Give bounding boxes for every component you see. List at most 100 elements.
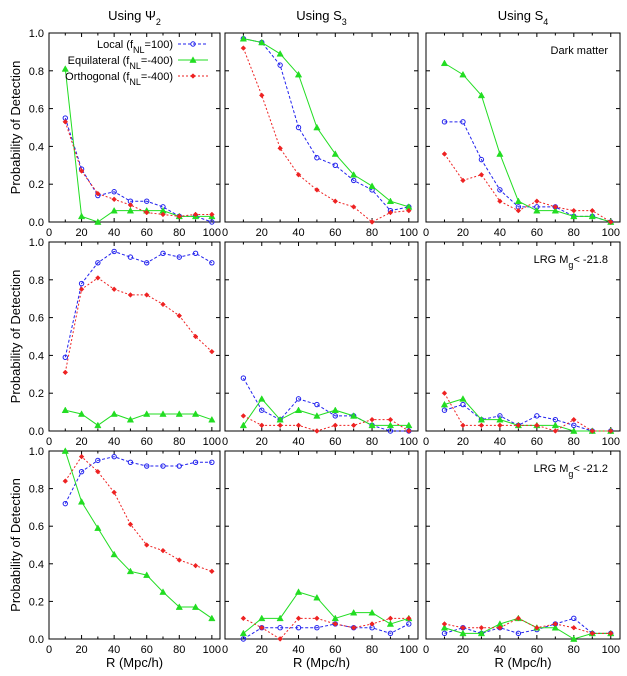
x-tick-label-r1c2: 60 bbox=[531, 436, 543, 448]
data-point-local-r0c0 bbox=[144, 198, 150, 204]
data-point-local-r1c1 bbox=[332, 413, 338, 419]
x-tick-label-r0c2: 20 bbox=[457, 227, 469, 239]
data-point-equilateral-r1c2 bbox=[477, 415, 486, 423]
data-point-equilateral-r2c0 bbox=[143, 571, 151, 578]
y-tick-label-r1c0: 0.0 bbox=[29, 426, 44, 438]
data-point-orthogonal-r0c0 bbox=[143, 209, 150, 216]
data-point-equilateral-r1c1 bbox=[350, 412, 358, 419]
x-tick-label-r2c0: 40 bbox=[108, 644, 120, 656]
data-point-local-r0c2 bbox=[478, 156, 485, 163]
data-point-orthogonal-r1c1 bbox=[350, 422, 357, 429]
data-point-local-r2c1 bbox=[277, 625, 283, 631]
data-point-orthogonal-r2c0 bbox=[209, 568, 215, 575]
data-point-orthogonal-r1c0 bbox=[160, 301, 166, 308]
data-point-equilateral-r0c2 bbox=[588, 212, 596, 220]
data-point-equilateral-r0c0 bbox=[126, 206, 135, 214]
data-point-equilateral-r1c1 bbox=[386, 421, 395, 429]
data-point-orthogonal-r2c0 bbox=[111, 489, 117, 496]
data-point-orthogonal-r1c2 bbox=[534, 422, 540, 429]
data-point-equilateral-r1c2 bbox=[459, 395, 467, 402]
data-point-orthogonal-r1c0 bbox=[111, 286, 117, 293]
data-point-equilateral-r1c0 bbox=[191, 410, 200, 417]
data-point-local-r1c0 bbox=[160, 250, 166, 257]
data-point-orthogonal-r0c2 bbox=[441, 151, 448, 157]
data-point-orthogonal-r0c2 bbox=[571, 207, 577, 214]
data-point-orthogonal-r2c1 bbox=[314, 615, 320, 622]
x-tick-label-r2c1: 100 bbox=[400, 644, 418, 656]
data-point-equilateral-r1c0 bbox=[110, 410, 118, 417]
series-line-orthogonal-r2c1 bbox=[243, 617, 409, 640]
legend-label-orthogonal: Orthogonal (fNL=-400) bbox=[65, 71, 173, 87]
data-point-local-r1c0 bbox=[62, 354, 68, 360]
data-point-local-r2c0 bbox=[209, 459, 215, 465]
data-point-local-r0c1 bbox=[295, 124, 302, 131]
series-line-equilateral-r2c2 bbox=[444, 617, 611, 640]
data-point-orthogonal-r2c2 bbox=[515, 615, 522, 622]
data-point-orthogonal-r2c0 bbox=[127, 521, 134, 528]
data-point-local-r2c0 bbox=[160, 463, 166, 469]
data-point-orthogonal-r0c2 bbox=[497, 198, 503, 204]
panel-frame-r0c0 bbox=[48, 32, 221, 223]
data-point-equilateral-r0c1 bbox=[368, 182, 376, 189]
data-point-local-r2c0 bbox=[176, 463, 182, 469]
data-point-equilateral-r2c1 bbox=[313, 593, 321, 601]
x-tick-label-r1c1: 80 bbox=[366, 436, 378, 448]
data-point-orthogonal-r1c2 bbox=[497, 422, 503, 429]
data-point-local-r1c2 bbox=[534, 413, 540, 419]
x-tick-label-r0c1: 20 bbox=[256, 227, 268, 239]
data-point-orthogonal-r1c2 bbox=[589, 428, 596, 434]
data-point-equilateral-r0c1 bbox=[258, 38, 266, 46]
data-point-equilateral-r1c0 bbox=[94, 421, 102, 429]
data-point-local-r2c0 bbox=[62, 500, 68, 507]
data-point-orthogonal-r2c1 bbox=[406, 615, 412, 622]
y-tick-label-r2c0: 0.8 bbox=[29, 484, 44, 496]
x-tick-label-r0c0: 0 bbox=[46, 227, 52, 239]
data-point-local-r1c2 bbox=[460, 401, 466, 408]
data-point-local-r1c0 bbox=[209, 260, 215, 266]
data-point-orthogonal-r2c1 bbox=[240, 615, 247, 622]
series-line-equilateral-r0c1 bbox=[243, 38, 409, 208]
x-tick-label-r1c1: 60 bbox=[329, 436, 341, 448]
data-point-local-r0c2 bbox=[497, 187, 503, 193]
y-tick-label-r2c0: 0.2 bbox=[29, 596, 44, 608]
series-line-orthogonal-r1c2 bbox=[444, 392, 611, 432]
data-point-local-r1c0 bbox=[111, 248, 117, 255]
data-point-equilateral-r2c1 bbox=[294, 588, 303, 595]
data-point-orthogonal-r1c1 bbox=[295, 422, 302, 429]
data-point-orthogonal-r0c0 bbox=[95, 190, 101, 197]
series-line-orthogonal-r1c0 bbox=[64, 277, 213, 373]
row-label-1: LRG Mg< -21.8 bbox=[534, 254, 608, 270]
data-point-local-r1c1 bbox=[259, 407, 265, 413]
data-point-equilateral-r1c1 bbox=[405, 421, 413, 429]
y-axis-label-1: Probability of Detection bbox=[8, 270, 23, 404]
data-point-orthogonal-r1c2 bbox=[552, 428, 559, 434]
data-point-orthogonal-r0c0 bbox=[127, 202, 134, 208]
data-point-equilateral-r2c1 bbox=[350, 608, 358, 616]
data-point-orthogonal-r1c2 bbox=[515, 422, 522, 429]
data-point-orthogonal-r2c0 bbox=[95, 468, 101, 475]
panel-frame-r2c1 bbox=[224, 450, 419, 640]
data-point-local-r2c1 bbox=[240, 636, 247, 642]
data-point-equilateral-r2c0 bbox=[208, 614, 216, 622]
data-point-orthogonal-r1c2 bbox=[478, 422, 485, 429]
data-point-orthogonal-r2c1 bbox=[369, 621, 375, 627]
series-line-equilateral-r1c1 bbox=[242, 398, 409, 426]
x-tick-label-r1c0: 80 bbox=[173, 436, 185, 448]
data-point-orthogonal-r0c1 bbox=[259, 92, 265, 99]
x-tick-label-r2c2: 100 bbox=[602, 644, 620, 656]
data-point-local-r2c0 bbox=[192, 459, 199, 465]
series-line-equilateral-r1c2 bbox=[444, 398, 611, 432]
y-tick-label-r0c0: 0.4 bbox=[29, 141, 44, 153]
data-point-orthogonal-r0c2 bbox=[589, 207, 596, 214]
data-point-orthogonal-r1c0 bbox=[78, 286, 85, 293]
data-point-orthogonal-r2c0 bbox=[192, 562, 199, 569]
x-tick-label-r2c1: 20 bbox=[256, 644, 268, 656]
data-point-equilateral-r0c0 bbox=[94, 218, 102, 225]
data-point-equilateral-r1c2 bbox=[440, 400, 449, 408]
data-point-orthogonal-r2c2 bbox=[534, 624, 540, 631]
data-point-local-r1c0 bbox=[144, 260, 150, 266]
series-line-local-r2c1 bbox=[243, 623, 410, 640]
data-point-local-r1c1 bbox=[240, 375, 247, 381]
data-point-equilateral-r1c1 bbox=[276, 415, 284, 423]
